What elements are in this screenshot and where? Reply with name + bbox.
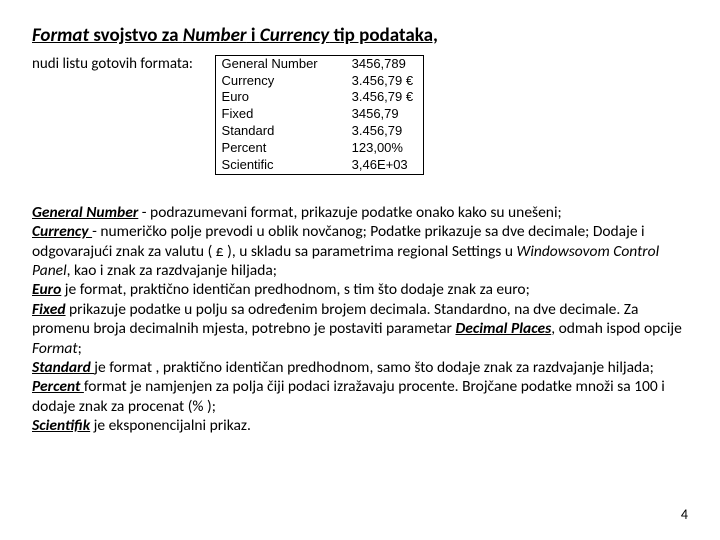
fmt-value: 3,46E+03 <box>328 157 423 174</box>
table-row: Euro3.456,79 € <box>216 89 424 106</box>
title-p6: tip podataka, <box>329 24 438 47</box>
fmt-value: 123,00% <box>328 140 423 157</box>
desc-text: je format , praktično identičan predhodn… <box>94 358 653 377</box>
header-row: nudi listu gotovih formata: General Numb… <box>32 53 688 175</box>
fmt-name: Scientific <box>216 157 328 174</box>
fmt-name: Currency <box>216 73 328 90</box>
table-row: General Number3456,789 <box>216 56 424 73</box>
desc-text: , odmah ispod opcije <box>551 319 682 338</box>
table-row: Currency3.456,79 € <box>216 73 424 90</box>
term-euro: Euro <box>32 280 61 299</box>
subtitle: nudi listu gotovih formata: <box>32 55 193 75</box>
fmt-name: General Number <box>216 56 328 73</box>
fmt-value: 3456,79 <box>328 106 423 123</box>
table-row: Fixed3456,79 <box>216 106 424 123</box>
term-currency: Currency <box>32 222 92 241</box>
term-standard: Standard <box>32 358 94 377</box>
page-title: Format svojstvo za Number i Currency tip… <box>32 24 688 49</box>
title-p3: Number <box>183 24 247 47</box>
fmt-value: 3.456,79 € <box>328 73 423 90</box>
table-row: Scientific3,46E+03 <box>216 157 424 174</box>
term-decimal-places: Decimal Places <box>455 319 551 338</box>
fmt-value: 3.456,79 € <box>328 89 423 106</box>
fmt-value: 3.456,79 <box>328 123 423 140</box>
desc-text: format je namjenjen za polja čiji podaci… <box>32 377 665 415</box>
term-general-number: General Number <box>32 203 138 222</box>
desc-text: je eksponencijalni prikaz. <box>90 416 251 435</box>
description-block: General Number - podrazumevani format, p… <box>32 203 688 436</box>
desc-text: - podrazumevani format, prikazuje podatk… <box>138 203 561 222</box>
format-table: General Number3456,789 Currency3.456,79 … <box>215 55 425 175</box>
title-p5: Currency <box>260 24 329 47</box>
desc-text: ; <box>78 339 82 358</box>
title-p4: i <box>247 24 260 47</box>
term-fixed: Fixed <box>32 300 66 319</box>
page-number: 4 <box>681 506 688 524</box>
term-percent: Percent <box>32 377 84 396</box>
italic-text: Format <box>32 339 78 358</box>
fmt-name: Fixed <box>216 106 328 123</box>
fmt-name: Standard <box>216 123 328 140</box>
desc-text: , kao i znak za razdvajanje hiljada; <box>67 261 277 280</box>
table-row: Percent123,00% <box>216 140 424 157</box>
desc-text: je format, praktično identičan predhodno… <box>61 280 529 299</box>
title-p1: Format <box>32 24 89 47</box>
term-scientific: Scientifik <box>32 416 90 435</box>
table-row: Standard3.456,79 <box>216 123 424 140</box>
title-p2: svojstvo za <box>89 24 183 47</box>
fmt-value: 3456,789 <box>328 56 423 73</box>
fmt-name: Euro <box>216 89 328 106</box>
fmt-name: Percent <box>216 140 328 157</box>
